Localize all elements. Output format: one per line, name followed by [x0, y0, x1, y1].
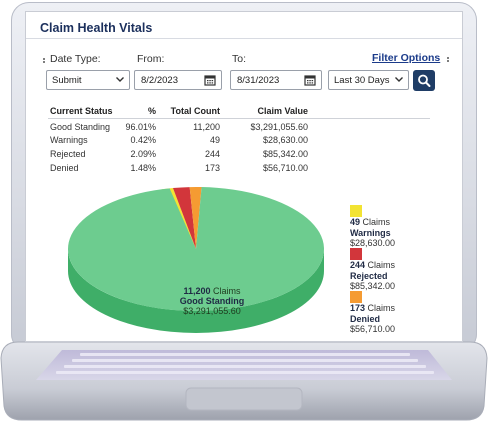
panel-title: Claim Health Vitals: [26, 12, 462, 39]
cell-pct: 96.01%: [125, 122, 156, 132]
col-header-status: Current Status: [50, 106, 113, 116]
legend-item-rejected: 244 Claims Rejected $85,342.00: [350, 260, 396, 291]
laptop-base: [0, 341, 488, 421]
pie-side: [68, 249, 324, 333]
pie-label-value: $3,291,055.60: [183, 306, 241, 316]
date-type-value: Submit: [52, 75, 82, 86]
legend-item-denied: 173 Claims Denied $56,710.00: [350, 303, 396, 334]
cell-status: Good Standing: [50, 122, 111, 132]
calendar-icon[interactable]: [204, 74, 216, 86]
cell-value: $85,342.00: [262, 149, 308, 159]
chevron-down-icon: [116, 77, 124, 82]
cell-count: 173: [204, 163, 220, 173]
screen: Claim Health Vitals Date Type: From: To:…: [25, 11, 463, 342]
filter-options-link[interactable]: Filter Options: [372, 52, 441, 64]
calendar-icon[interactable]: [304, 74, 316, 86]
to-date-value: 8/31/2023: [237, 75, 280, 86]
legend-swatch-warnings: [350, 205, 362, 217]
legend-swatch-rejected: [350, 248, 362, 260]
cell-value: $3,291,055.60: [250, 122, 308, 132]
cell-status: Rejected: [50, 149, 86, 159]
from-date-value: 8/2/2023: [141, 75, 178, 86]
legend-swatch-denied: [350, 291, 362, 303]
from-date-input[interactable]: 8/2/2023: [134, 70, 222, 90]
col-header-count: Total Count: [170, 106, 220, 116]
drag-handle-dot: [447, 60, 449, 62]
drag-handle-dot: [43, 58, 45, 60]
pie-chart: [67, 187, 325, 333]
cell-status: Denied: [50, 163, 79, 173]
date-range-select[interactable]: Last 30 Days: [328, 70, 409, 90]
pie-label-count: 11,200 Claims: [183, 286, 241, 296]
drag-handle-dot: [447, 57, 449, 59]
pie-slice-rejected: [172, 187, 196, 249]
cell-status: Warnings: [50, 135, 88, 145]
cell-count: 49: [209, 135, 220, 145]
search-icon: [418, 74, 431, 87]
pie-label-status: Good Standing: [179, 296, 245, 306]
chevron-down-icon: [395, 77, 403, 82]
col-header-value: Claim Value: [257, 106, 308, 116]
cell-count: 11,200: [193, 122, 220, 132]
to-date-input[interactable]: 8/31/2023: [230, 70, 322, 90]
cell-count: 244: [204, 149, 220, 159]
pie-slice-good-standing: [67, 187, 325, 311]
pie-slice-denied: [189, 187, 202, 249]
search-button[interactable]: [413, 70, 435, 91]
date-range-value: Last 30 Days: [334, 75, 390, 86]
legend-item-warnings: 49 Claims Warnings $28,630.00: [350, 217, 396, 248]
pie-label-good-standing: 11,200 Claims Good Standing $3,291,055.6…: [152, 286, 272, 316]
cell-value: $28,630.00: [262, 135, 308, 145]
to-label: To:: [232, 53, 247, 65]
cell-pct: 2.09%: [130, 149, 156, 159]
from-label: From:: [137, 53, 165, 65]
date-type-select[interactable]: Submit: [46, 70, 130, 90]
date-type-label: Date Type:: [50, 53, 101, 65]
drag-handle-dot: [43, 61, 45, 63]
cell-pct: 1.48%: [130, 163, 156, 173]
cell-value: $56,710.00: [262, 163, 308, 173]
col-header-pct: %: [147, 106, 156, 116]
cell-pct: 0.42%: [130, 135, 156, 145]
table-header-divider: [48, 118, 430, 119]
